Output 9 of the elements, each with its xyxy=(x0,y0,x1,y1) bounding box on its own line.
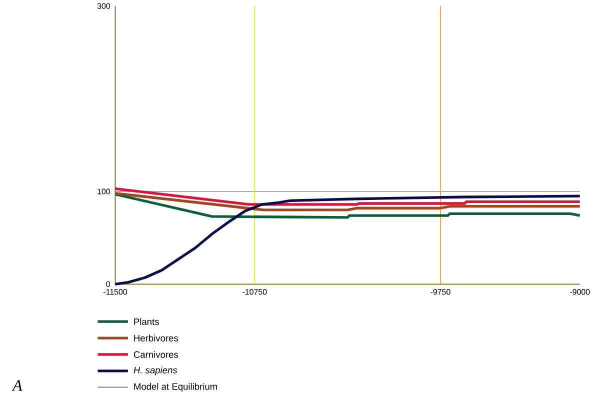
line-series xyxy=(114,192,582,212)
legend-label: H. sapiens xyxy=(134,366,178,376)
legend-label: Herbivores xyxy=(134,334,178,342)
legend-label: Plants xyxy=(134,318,159,325)
legend-label: Model at Equilibrium xyxy=(134,382,217,392)
legend-label: Carnivores xyxy=(134,350,178,358)
line-series xyxy=(114,192,582,219)
line-series xyxy=(114,187,582,206)
text: A xyxy=(12,380,22,390)
